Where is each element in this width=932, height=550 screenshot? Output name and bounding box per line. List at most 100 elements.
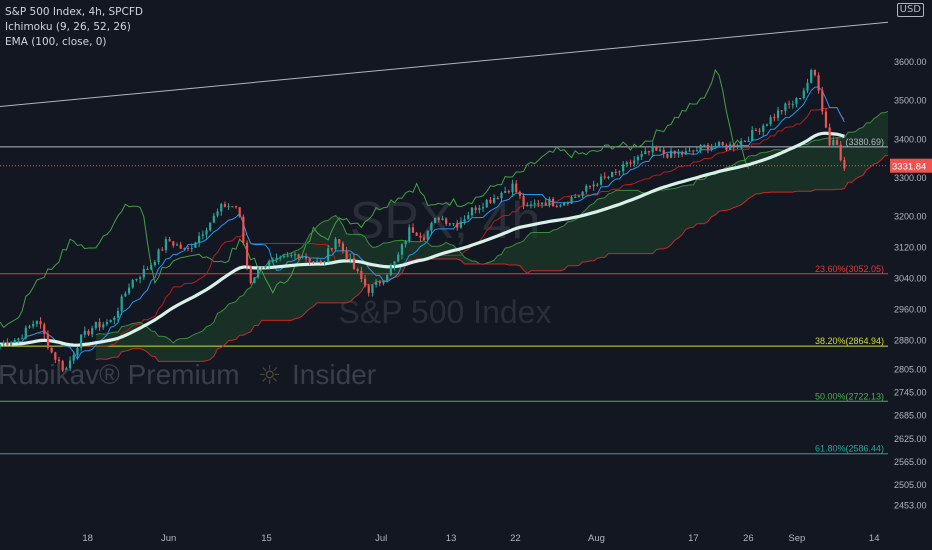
candle-body (581, 191, 584, 196)
candle-body (345, 250, 348, 260)
price-tick-label: 2745.00 (894, 387, 927, 397)
price-tick-label: 3600.00 (894, 57, 927, 67)
candle-body (725, 145, 728, 150)
author-watermark: Rubikav® Premium ☼ Insider (0, 359, 376, 391)
candle-body (773, 117, 776, 119)
candle-body (551, 198, 555, 207)
candle-body (352, 258, 356, 269)
span-b-line (95, 128, 932, 362)
candle-body (592, 184, 595, 187)
candle-body (57, 359, 61, 362)
candle-body (669, 150, 673, 158)
candle-body (68, 360, 72, 369)
candle-body (0, 344, 2, 347)
price-tick-label: 2805.00 (894, 364, 927, 374)
trendline[interactable] (0, 21, 889, 108)
candle-body (470, 207, 474, 216)
time-tick-label: 13 (446, 533, 457, 544)
price-axis[interactable]: 3600.00 3500.00 3400.00 3300.00 3200.00 3120.… (888, 0, 932, 550)
ema-line (0, 131, 845, 347)
candle-body (102, 324, 105, 328)
candle-body (655, 146, 658, 151)
candle-body (504, 191, 507, 193)
candle-body (445, 218, 448, 224)
sun-icon: ☼ (258, 361, 281, 391)
candle-body (463, 219, 466, 222)
currency-selector[interactable]: USD (896, 3, 924, 17)
candle-body (710, 146, 713, 150)
watermark: SPX, 4h S&P 500 Index (339, 192, 552, 330)
candle-body (415, 232, 418, 236)
candle-body (614, 171, 617, 173)
candle-body (625, 162, 628, 165)
candle-body (515, 183, 518, 193)
candle-body (540, 202, 544, 205)
candle-body (787, 103, 791, 105)
candle-body (544, 202, 547, 206)
fib-level-label: 50.00%(2722.13) (815, 391, 884, 401)
candle-body (758, 130, 761, 132)
candle-body (301, 256, 304, 258)
candle-body (242, 216, 245, 243)
candle-body (426, 230, 429, 241)
candle-body (356, 268, 359, 271)
candle-body (599, 176, 603, 185)
candle-body (316, 261, 319, 263)
candle-body (692, 150, 695, 152)
candle-body (684, 151, 687, 155)
fibonacci-levels: (3380.69) 23.60%(3052.05) 38.20%(2864.94) 5… (0, 137, 888, 455)
legend-ema[interactable]: EMA (100, close, 0) (5, 36, 107, 48)
candle-body (681, 152, 684, 155)
price-tick-label: 3040.00 (894, 273, 927, 283)
candle-body (279, 257, 282, 259)
candle-body (371, 284, 374, 293)
candle-body (824, 111, 828, 128)
tenkan-line (0, 86, 845, 361)
candle-body (835, 140, 839, 145)
legend-ichimoku[interactable]: Ichimoku (9, 26, 52, 26) (5, 21, 131, 33)
candle-body (308, 258, 311, 262)
candle-body (640, 154, 643, 157)
candle-body (312, 261, 315, 263)
candle-body (227, 206, 230, 208)
candle-body (489, 200, 492, 203)
candle-body (647, 151, 651, 153)
candle-body (603, 176, 606, 178)
candle-body (736, 145, 739, 148)
price-tick-label: 2453.00 (894, 500, 927, 510)
indicator-lines (0, 68, 932, 362)
candle-body (570, 197, 573, 204)
candle-body (422, 237, 426, 241)
price-tick-label: 2625.00 (894, 434, 927, 444)
time-axis-bg (0, 526, 932, 550)
price-tick-label: 2880.00 (894, 335, 927, 345)
candle-body (282, 256, 286, 258)
candle-body (452, 223, 455, 225)
candle-body (201, 234, 204, 237)
candle-body (146, 268, 149, 270)
time-tick-label: 22 (510, 533, 521, 544)
candle-body (127, 287, 131, 294)
candle-body (559, 205, 562, 207)
candle-body (434, 217, 437, 223)
candle-body (666, 153, 669, 158)
candle-body (175, 244, 179, 246)
candle-body (408, 227, 411, 242)
candle-body (297, 254, 300, 258)
time-axis[interactable]: 18 Jun 15 Jul 13 22 Aug 17 26 Sep 14 (0, 526, 932, 550)
candle-body (168, 239, 171, 242)
candle-body (172, 241, 175, 246)
candle-body (751, 129, 754, 142)
candle-body (397, 254, 400, 262)
candle-body (109, 319, 112, 323)
candle-body (743, 140, 746, 142)
candle-body (150, 265, 153, 270)
candle-body (39, 321, 42, 325)
time-tick-label: Jul (375, 533, 387, 544)
candle-body (492, 198, 496, 203)
legend-title[interactable]: S&P 500 Index, 4h, SPCFD (5, 6, 143, 18)
candle-body (389, 265, 392, 276)
currency-label[interactable]: USD (896, 3, 924, 17)
candle-body (762, 125, 765, 132)
